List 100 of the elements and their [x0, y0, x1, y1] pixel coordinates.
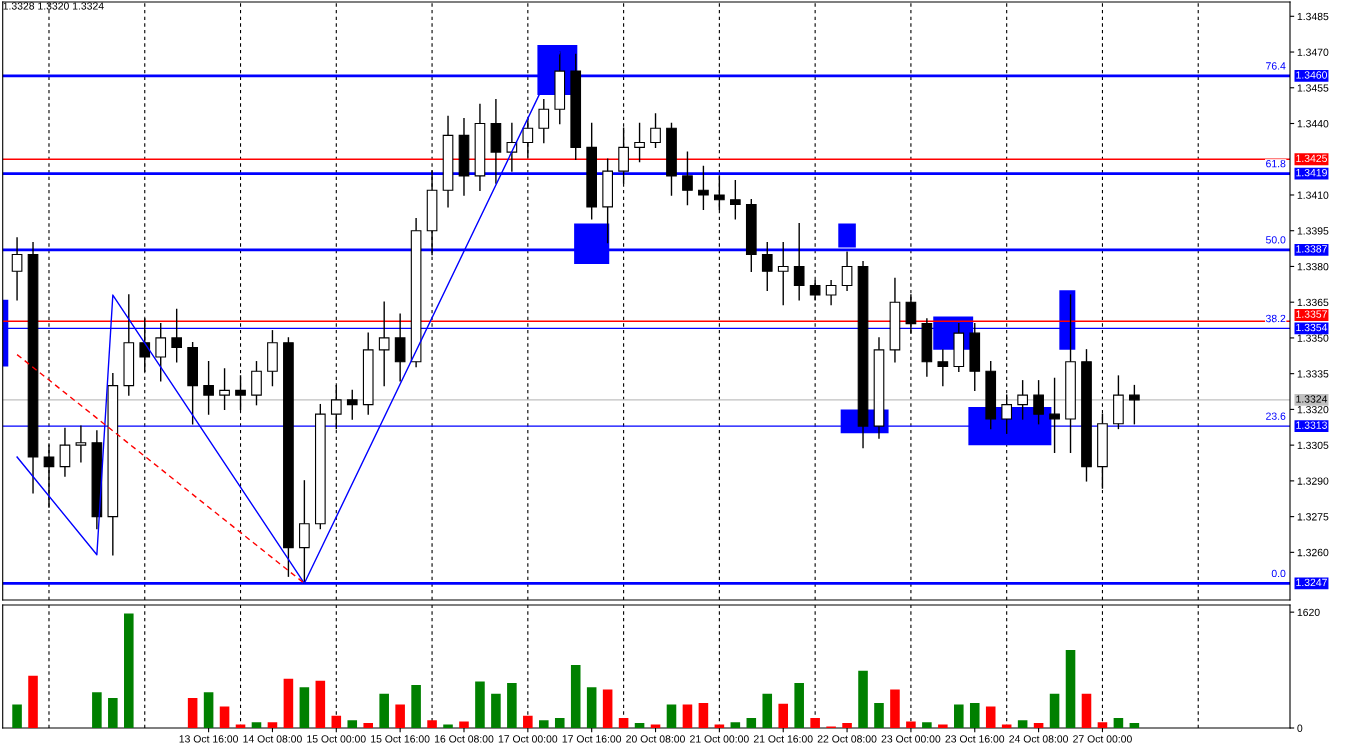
candlestick	[634, 122, 645, 163]
bar	[363, 722, 374, 728]
bar	[602, 689, 613, 728]
bar	[427, 720, 437, 728]
bar	[714, 724, 725, 728]
bar	[554, 717, 565, 728]
y-tick-label: 1.3290	[1297, 477, 1329, 485]
y-tick-label: 1.3320	[1297, 405, 1329, 414]
bar	[1017, 720, 1028, 728]
bar	[523, 715, 533, 728]
candlestick	[650, 113, 661, 149]
candlestick	[59, 427, 71, 477]
bar	[108, 697, 118, 728]
bar	[235, 724, 246, 728]
candlestick	[1017, 380, 1028, 420]
x-tick-label: 24 Oct 08:00	[1009, 735, 1069, 743]
annotation: 61.8	[1266, 159, 1286, 168]
bar	[570, 665, 581, 728]
x-tick-label: 17 Oct 00:00	[498, 735, 558, 743]
y-tick-label: 1.3275	[1297, 513, 1329, 521]
bar	[698, 702, 709, 728]
bar	[28, 675, 38, 728]
x-tick-label: 15 Oct 16:00	[371, 735, 430, 743]
annotation: 23.6	[1266, 412, 1286, 420]
y-tick-label: 1.3365	[1297, 298, 1329, 307]
y-tick-label: 1.3350	[1297, 334, 1329, 342]
bar	[858, 670, 868, 728]
y-tick-label: 1.3485	[1297, 12, 1329, 21]
bar	[746, 717, 757, 728]
candlestick	[219, 368, 230, 411]
candlestick	[522, 118, 534, 158]
y-tick-label: 0	[1297, 724, 1303, 732]
ref-line-label: 1.3460	[1296, 71, 1328, 79]
x-tick-label: 21 Oct 16:00	[753, 735, 813, 743]
bar	[283, 678, 294, 728]
bar	[539, 720, 549, 728]
candlestick	[75, 425, 87, 463]
annotation: 0.0	[1271, 569, 1286, 578]
candlestick	[203, 361, 214, 415]
bar	[938, 724, 948, 728]
bar	[906, 721, 916, 728]
candlestick	[825, 280, 837, 306]
y-tick-label: 1.3380	[1297, 262, 1329, 271]
y-tick-label: 1.3305	[1297, 441, 1329, 450]
candlestick	[506, 122, 518, 172]
x-tick-label: 22 Oct 08:00	[817, 735, 877, 743]
candlestick	[11, 237, 23, 301]
x-tick-label: 21 Oct 00:00	[690, 735, 749, 743]
x-tick-label: 15 Oct 00:00	[307, 735, 366, 743]
bar	[634, 722, 645, 728]
candlestick	[729, 179, 741, 220]
x-tick-label: 13 Oct 16:00	[179, 735, 239, 743]
x-tick-label: 17 Oct 16:00	[562, 735, 622, 743]
bar	[650, 724, 661, 728]
bar	[475, 681, 485, 728]
ref-line-label: 1.3247	[1296, 578, 1327, 587]
bar	[124, 613, 134, 728]
bar	[1049, 693, 1060, 728]
bar	[12, 704, 22, 728]
bar	[874, 702, 884, 728]
ref-line-label: 1.3387	[1296, 245, 1327, 253]
bar	[954, 704, 964, 728]
bar	[299, 687, 310, 728]
bar	[1081, 693, 1092, 728]
y-tick-label: 1.3410	[1297, 191, 1329, 199]
y-tick-label: 1.3455	[1297, 84, 1329, 92]
bar	[586, 687, 597, 728]
bar	[842, 722, 852, 728]
bar	[922, 722, 932, 728]
x-tick-label: 16 Oct 08:00	[434, 735, 494, 743]
bar	[778, 703, 789, 728]
candlestick	[1033, 380, 1044, 425]
bar	[794, 682, 804, 728]
bar	[315, 680, 326, 728]
y-tick-label: 1.3260	[1297, 548, 1329, 557]
y-tick-label: 1.3335	[1297, 370, 1329, 378]
bar	[491, 693, 501, 728]
bar	[331, 715, 342, 728]
bar	[618, 717, 629, 728]
bar	[810, 717, 820, 728]
y-tick-label: 1.3395	[1297, 227, 1329, 235]
bar	[411, 685, 421, 728]
bar	[1129, 722, 1140, 728]
y-tick-label: 1.3470	[1297, 48, 1329, 56]
candlestick	[777, 241, 789, 306]
chart-title: 1.3328 1.3320 1.3324	[3, 2, 104, 10]
candlestick	[1049, 377, 1060, 453]
bar	[1097, 722, 1108, 728]
y-tick-label: 1.3440	[1297, 120, 1329, 128]
bar	[187, 697, 198, 728]
bar	[347, 720, 358, 728]
candlestick	[155, 322, 167, 382]
bar	[1001, 724, 1012, 728]
x-tick-label: 20 Oct 08:00	[626, 735, 685, 743]
candlestick	[394, 313, 406, 382]
y-tick-label: 1620	[1297, 608, 1320, 617]
candlestick	[346, 389, 358, 420]
candlestick	[761, 241, 773, 291]
ref-line-label: 1.3419	[1296, 168, 1327, 177]
bar	[1113, 717, 1124, 728]
